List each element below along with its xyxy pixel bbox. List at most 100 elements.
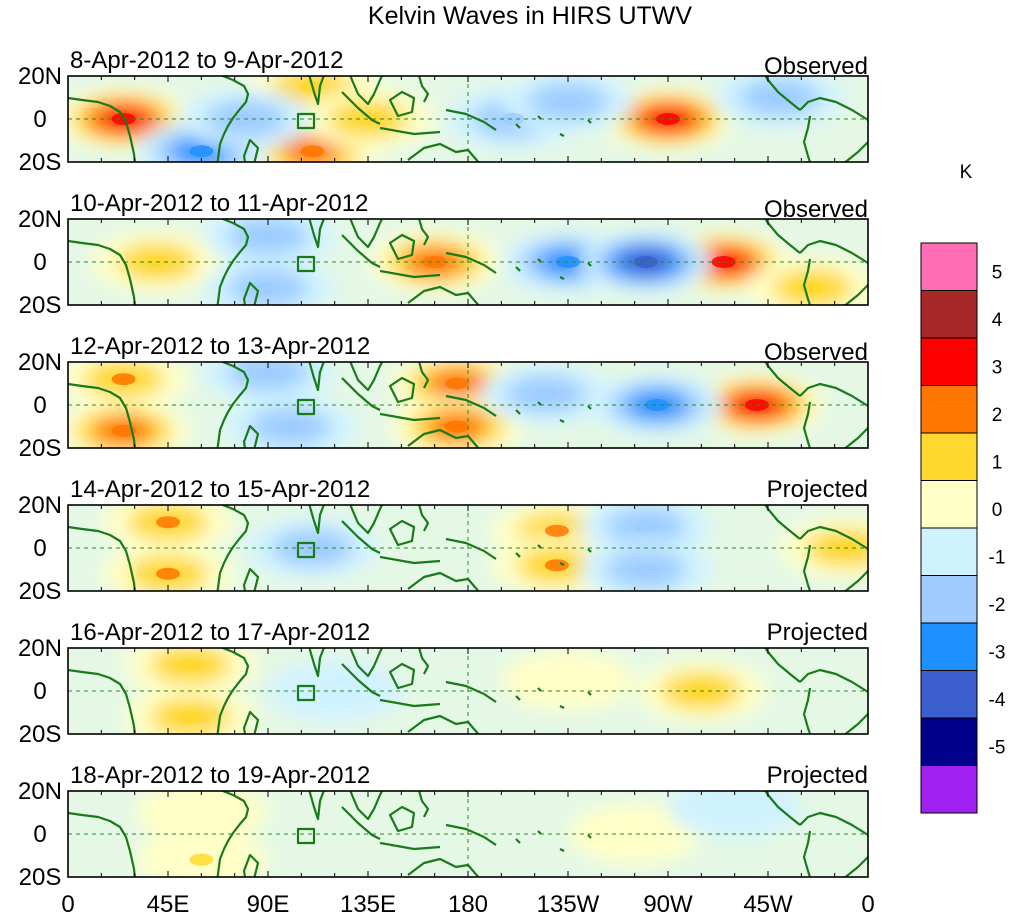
colorbar-swatch	[920, 385, 978, 434]
panel-data-label: Observed	[764, 196, 868, 223]
colorbar-swatch	[920, 527, 978, 576]
latitude-label: 20S	[19, 864, 62, 891]
anomaly-core	[622, 828, 647, 840]
panels-group: 8-Apr-2012 to 9-Apr-2012 Observed20N020S1…	[18, 47, 869, 891]
latitude-label: 20S	[19, 149, 62, 176]
anomaly-core	[533, 388, 558, 401]
panel-data-label: Observed	[764, 53, 868, 80]
anomaly-core	[544, 524, 569, 537]
panel-date-range: 12-Apr-2012 to 13-Apr-2012	[70, 333, 370, 360]
panel-date-range: 16-Apr-2012 to 17-Apr-2012	[70, 619, 370, 646]
colorbar-tick-label: -1	[989, 548, 1006, 569]
panel-date-range: 10-Apr-2012 to 11-Apr-2012	[70, 190, 368, 217]
figure-title: Kelvin Waves in HIRS UTWV	[368, 2, 692, 30]
colorbar-tick-label: 5	[992, 263, 1003, 284]
longitude-label: 45W	[743, 891, 793, 918]
longitude-label: 135E	[340, 891, 396, 918]
colorbar-swatch	[920, 717, 978, 766]
anomaly-core	[300, 145, 325, 158]
colorbar-swatch	[920, 622, 978, 671]
map-panel: 16-Apr-2012 to 17-Apr-2012 Projected 20N 0 2…	[18, 619, 869, 748]
colorbar-swatch	[920, 575, 978, 624]
anomaly-core	[556, 674, 580, 687]
anomaly-core	[711, 256, 736, 268]
anomaly-core	[633, 563, 658, 576]
anomaly-core	[189, 806, 214, 819]
latitude-label: 0	[33, 392, 46, 419]
longitude-label: 90W	[643, 891, 693, 918]
latitude-label: 20N	[18, 63, 62, 90]
anomaly-core	[422, 256, 447, 268]
anomaly-core	[156, 516, 180, 529]
colorbar-swatch	[920, 432, 978, 481]
longitude-label: 90E	[247, 891, 290, 918]
anomaly-core	[278, 420, 303, 433]
panel-data-label: Observed	[764, 339, 868, 366]
anomaly-core	[444, 420, 469, 433]
colorbar-tick-label: 2	[992, 405, 1003, 426]
colorbar-swatch	[920, 765, 978, 814]
colorbar-swatch	[920, 670, 978, 719]
colorbar-swatch	[920, 290, 978, 339]
anomaly-core	[189, 853, 214, 866]
panel-date-range: 18-Apr-2012 to 19-Apr-2012	[70, 762, 370, 789]
longitude-label: 45E	[147, 891, 190, 918]
colorbar-unit: K	[960, 162, 973, 183]
colorbar-tick-label: -3	[989, 643, 1006, 664]
latitude-label: 0	[33, 821, 46, 848]
anomaly-core	[556, 95, 580, 108]
latitude-label: 0	[33, 535, 46, 562]
panel-date-range: 14-Apr-2012 to 15-Apr-2012	[70, 476, 370, 503]
panel-date-range: 8-Apr-2012 to 9-Apr-2012	[70, 47, 344, 74]
anomaly-core	[644, 399, 669, 411]
anomaly-core	[256, 281, 280, 294]
anomaly-core	[444, 377, 469, 390]
latitude-label: 0	[33, 249, 46, 276]
map-panel: 10-Apr-2012 to 11-Apr-2012 Observed 20N 0 20…	[18, 190, 869, 319]
colorbar-swatch	[920, 337, 978, 386]
anomaly-core	[544, 559, 569, 572]
latitude-label: 20N	[18, 206, 62, 233]
anomaly-core	[156, 567, 180, 580]
latitude-label: 20N	[18, 492, 62, 519]
anomaly-core	[633, 520, 658, 533]
anomaly-core	[178, 710, 203, 723]
longitude-label: 180	[448, 891, 488, 918]
latitude-label: 20N	[18, 635, 62, 662]
anomaly-core	[111, 373, 136, 386]
map-panel: 8-Apr-2012 to 9-Apr-2012 Observed 20N 0 20S	[18, 47, 869, 176]
colorbar-tick-label: -2	[989, 595, 1006, 616]
anomaly-core	[300, 542, 325, 554]
colorbar-tick-label: 1	[992, 453, 1003, 474]
latitude-label: 0	[33, 106, 46, 133]
anomaly-core	[189, 145, 214, 158]
anomaly-core	[722, 802, 747, 815]
anomaly-core	[178, 659, 203, 672]
colorbar-swatch	[920, 242, 978, 291]
latitude-label: 20S	[19, 435, 62, 462]
map-panel: 12-Apr-2012 to 13-Apr-2012 Observed 20N 0 20…	[18, 333, 869, 462]
longitude-label: 135W	[537, 891, 600, 918]
longitude-label: 0	[61, 891, 74, 918]
panel-data-label: Projected	[767, 762, 868, 789]
anomaly-core	[767, 91, 792, 104]
latitude-label: 20S	[19, 721, 62, 748]
map-panel: 14-Apr-2012 to 15-Apr-2012 Projected 20N 0 2…	[18, 476, 869, 605]
latitude-label: 20N	[18, 349, 62, 376]
colorbar-tick-label: -4	[989, 690, 1006, 711]
anomaly-core	[256, 366, 280, 379]
latitude-label: 0	[33, 678, 46, 705]
map-panel: 18-Apr-2012 to 19-Apr-2012 Projected 20N 0 2…	[18, 762, 869, 891]
panel-data-label: Projected	[767, 619, 868, 646]
colorbar-tick-label: 3	[992, 358, 1003, 379]
latitude-label: 20N	[18, 778, 62, 805]
colorbar: K 5 4 3 2 1 0 -1 -2 -3 -4 -5	[920, 162, 1006, 814]
panel-data-label: Projected	[767, 476, 868, 503]
anomaly-core	[500, 113, 525, 125]
longitude-axis: 0 45E 90E 135E 180 135W 90W 45W 0	[61, 891, 874, 918]
colorbar-swatch	[920, 480, 978, 529]
longitude-label: 0	[861, 891, 874, 918]
colorbar-tick-label: 0	[992, 500, 1003, 521]
colorbar-tick-label: -5	[989, 738, 1006, 759]
